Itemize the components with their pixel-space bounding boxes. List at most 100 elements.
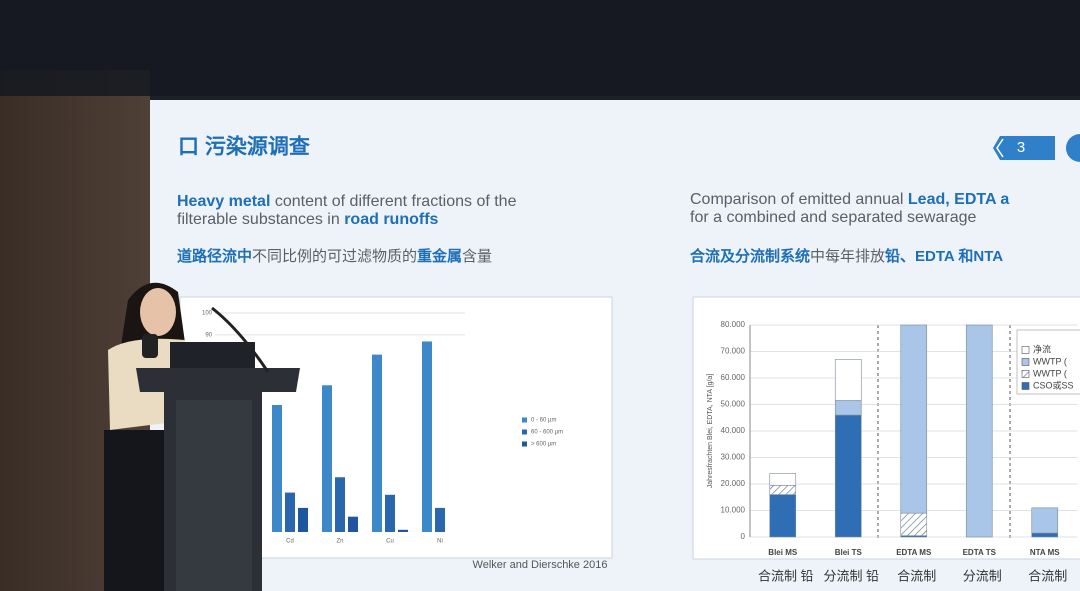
bar bbox=[298, 507, 308, 532]
y-tick-label: 40.000 bbox=[721, 426, 746, 435]
trousers bbox=[104, 430, 174, 591]
legend-marker bbox=[1021, 358, 1030, 366]
bar bbox=[285, 492, 295, 532]
legend-marker bbox=[1021, 370, 1030, 378]
bar bbox=[398, 529, 408, 532]
heading-part: 不同比例的可过滤物质的 bbox=[252, 248, 417, 265]
x-tick-label: NTA MS bbox=[1030, 548, 1060, 557]
bar bbox=[422, 341, 432, 532]
heading-part: filterable substances in bbox=[177, 211, 344, 228]
legend-label: WWTP ( bbox=[1033, 356, 1067, 366]
bar-segment bbox=[769, 485, 797, 495]
y-tick-label: 50.000 bbox=[721, 400, 746, 409]
podium bbox=[136, 306, 300, 591]
y-tick-label: 20.000 bbox=[721, 479, 746, 488]
heading-line: 道路径流中不同比例的可过滤物质的重金属含量 bbox=[177, 247, 492, 265]
slide-title: 口 污染源调查 bbox=[178, 135, 310, 159]
legend-label: 60 - 600 µm bbox=[531, 430, 563, 436]
speaker bbox=[104, 282, 190, 591]
x-tick-label: Blei TS bbox=[835, 548, 863, 557]
legend-marker bbox=[1021, 346, 1030, 354]
y-tick-label: 70.000 bbox=[721, 347, 746, 356]
bar-segment bbox=[834, 359, 862, 401]
y-axis-label: Jahresfrachten Blei, EDTA, NTA [g/a] bbox=[707, 374, 714, 489]
heading-part: Heavy metal bbox=[177, 193, 270, 210]
x-tick-label: EDTA MS bbox=[896, 548, 932, 557]
legend-label: WWTP ( bbox=[1033, 368, 1067, 378]
x-tick-label: Cu bbox=[386, 539, 394, 545]
heading-part: 合流及分流制系统 bbox=[689, 247, 810, 265]
heading-line: Comparison of emitted annual Lead, EDTA … bbox=[690, 191, 1009, 208]
heading-line: for a combined and separated sewarage bbox=[690, 209, 977, 226]
y-tick-label: 100 bbox=[202, 311, 213, 317]
y-tick-label: 10.000 bbox=[721, 506, 746, 515]
bar-segment bbox=[900, 512, 928, 536]
bottom-label: 合流制 铅 bbox=[758, 568, 814, 583]
bar bbox=[435, 507, 445, 532]
heading-part: for a combined and separated sewarage bbox=[690, 209, 977, 226]
bar bbox=[272, 404, 282, 532]
bar-segment bbox=[900, 324, 928, 514]
bar-segment bbox=[769, 494, 797, 538]
ceiling bbox=[0, 0, 1080, 96]
bar-segment bbox=[769, 473, 797, 486]
bar bbox=[385, 494, 395, 532]
legend-marker bbox=[522, 441, 527, 447]
face bbox=[140, 288, 176, 336]
laptop bbox=[170, 342, 255, 372]
heading-part: 铅、EDTA 和NTA bbox=[885, 247, 1003, 265]
legend-label: 净流 bbox=[1033, 343, 1051, 354]
headings: Heavy metal content of different fractio… bbox=[177, 191, 1009, 265]
bottom-label: 合流制 bbox=[1028, 568, 1067, 583]
heading-part: content of different fractions of the bbox=[270, 193, 516, 210]
charts: 90 100 Cd Zn Cu Ni 0 - 60 µm 60 - 600 µm > 600 µ… bbox=[202, 311, 1080, 557]
x-tick-label: EDTA TS bbox=[963, 548, 997, 557]
heading-part: road runoffs bbox=[344, 211, 438, 228]
heading-line: Heavy metal content of different fractio… bbox=[177, 193, 517, 210]
heading-part: 中每年排放 bbox=[810, 248, 885, 265]
bar bbox=[348, 516, 358, 532]
page-badge bbox=[993, 136, 1055, 160]
bar bbox=[322, 385, 332, 532]
legend-marker bbox=[522, 417, 527, 423]
heading-part: Lead, EDTA a bbox=[908, 191, 1009, 208]
bar-segment bbox=[1031, 507, 1059, 534]
mic-stand bbox=[211, 306, 270, 373]
bottom-label: 分流制 bbox=[963, 568, 1002, 583]
y-tick-label: 0 bbox=[741, 532, 746, 541]
y-tick-label: 30.000 bbox=[721, 453, 746, 462]
nav-dot bbox=[1066, 134, 1080, 162]
legend-label: CSO或SS bbox=[1033, 379, 1074, 390]
right-chart-frame bbox=[692, 296, 1080, 560]
bottom-label: 合流制 bbox=[897, 568, 936, 583]
badge-arrow bbox=[996, 138, 1004, 158]
legend-marker bbox=[522, 429, 527, 435]
heading-part: 道路径流中 bbox=[177, 247, 252, 265]
legend-marker bbox=[1021, 382, 1030, 390]
bottom-label: 分流制 铅 bbox=[823, 568, 879, 583]
podium-front bbox=[176, 400, 252, 591]
bar-segment bbox=[834, 414, 862, 538]
page-number: 3 bbox=[1017, 139, 1025, 156]
legend-label: > 600 µm bbox=[531, 442, 556, 448]
heading-line: filterable substances in road runoffs bbox=[177, 211, 439, 228]
x-tick-label: Ni bbox=[437, 539, 443, 545]
heading-line: 合流及分流制系统中每年排放铅、EDTA 和NTA bbox=[689, 247, 1003, 265]
y-tick-label: 80.000 bbox=[721, 320, 746, 329]
x-tick-label: Blei MS bbox=[768, 548, 798, 557]
heading-part: 重金属 bbox=[417, 247, 462, 265]
source: Welker and Dierschke 2016 bbox=[473, 559, 608, 571]
x-tick-label: Zn bbox=[336, 539, 343, 545]
microphone-hand bbox=[142, 334, 158, 358]
y-tick-label: 90 bbox=[205, 332, 212, 338]
bar bbox=[372, 354, 382, 532]
heading-part: Comparison of emitted annual bbox=[690, 191, 908, 208]
x-tick-label: Cd bbox=[286, 539, 294, 545]
y-tick-label: 60.000 bbox=[721, 373, 746, 382]
bar-segment bbox=[834, 400, 862, 416]
bar-segment bbox=[965, 324, 993, 538]
bar-segment bbox=[1031, 532, 1059, 538]
heading-part: 含量 bbox=[462, 248, 492, 265]
